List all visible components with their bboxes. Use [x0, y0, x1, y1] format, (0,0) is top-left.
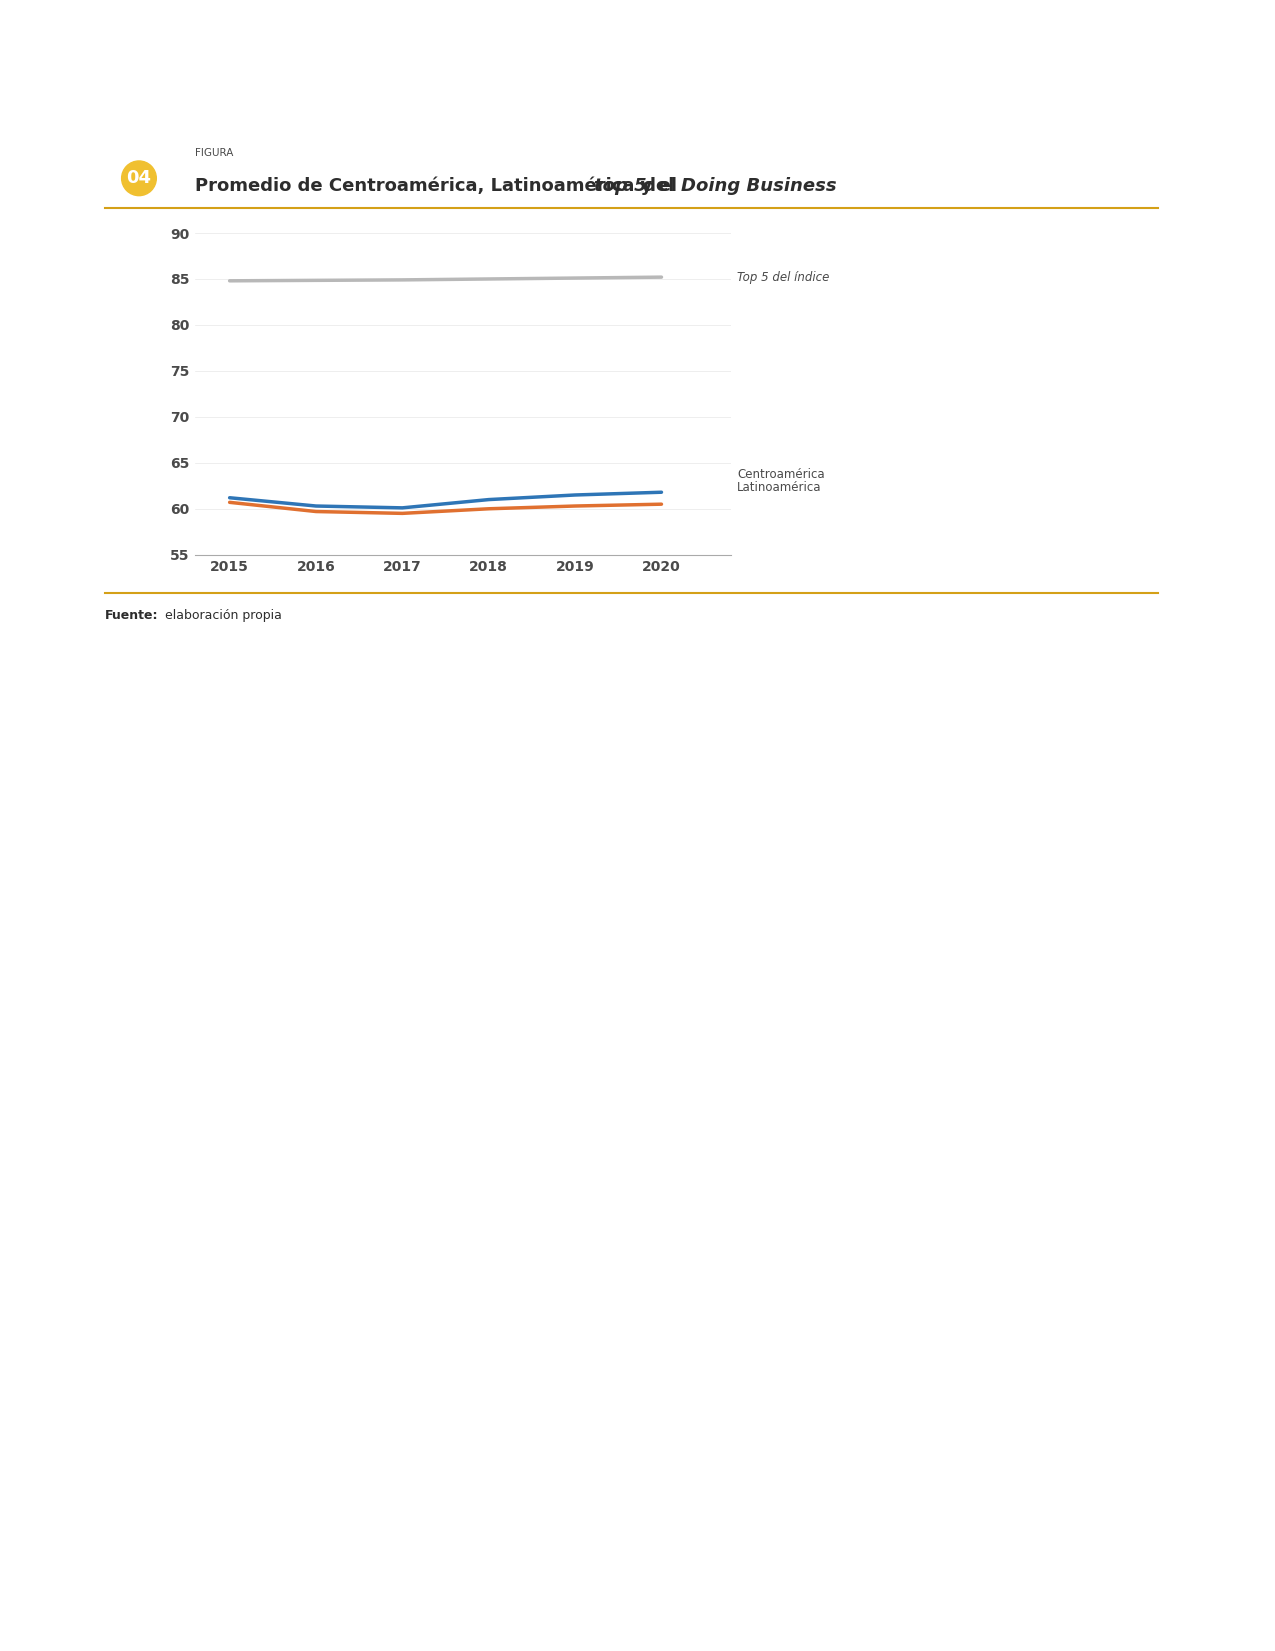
Text: 04: 04 [126, 170, 152, 187]
Text: FIGURA: FIGURA [195, 149, 233, 158]
Text: Centroamérica: Centroamérica [737, 467, 825, 480]
Text: Top 5 del índice: Top 5 del índice [737, 271, 829, 284]
Text: Doing Business: Doing Business [681, 177, 836, 195]
Circle shape [121, 160, 157, 196]
Text: Promedio de Centroamérica, Latinoamérica y el: Promedio de Centroamérica, Latinoamérica… [195, 177, 683, 195]
Text: Latinoamérica: Latinoamérica [737, 480, 821, 494]
Text: Fuente:: Fuente: [105, 609, 158, 622]
Text: del: del [638, 177, 681, 195]
Text: elaboración propia: elaboración propia [161, 609, 282, 622]
Text: top 5: top 5 [594, 177, 646, 195]
